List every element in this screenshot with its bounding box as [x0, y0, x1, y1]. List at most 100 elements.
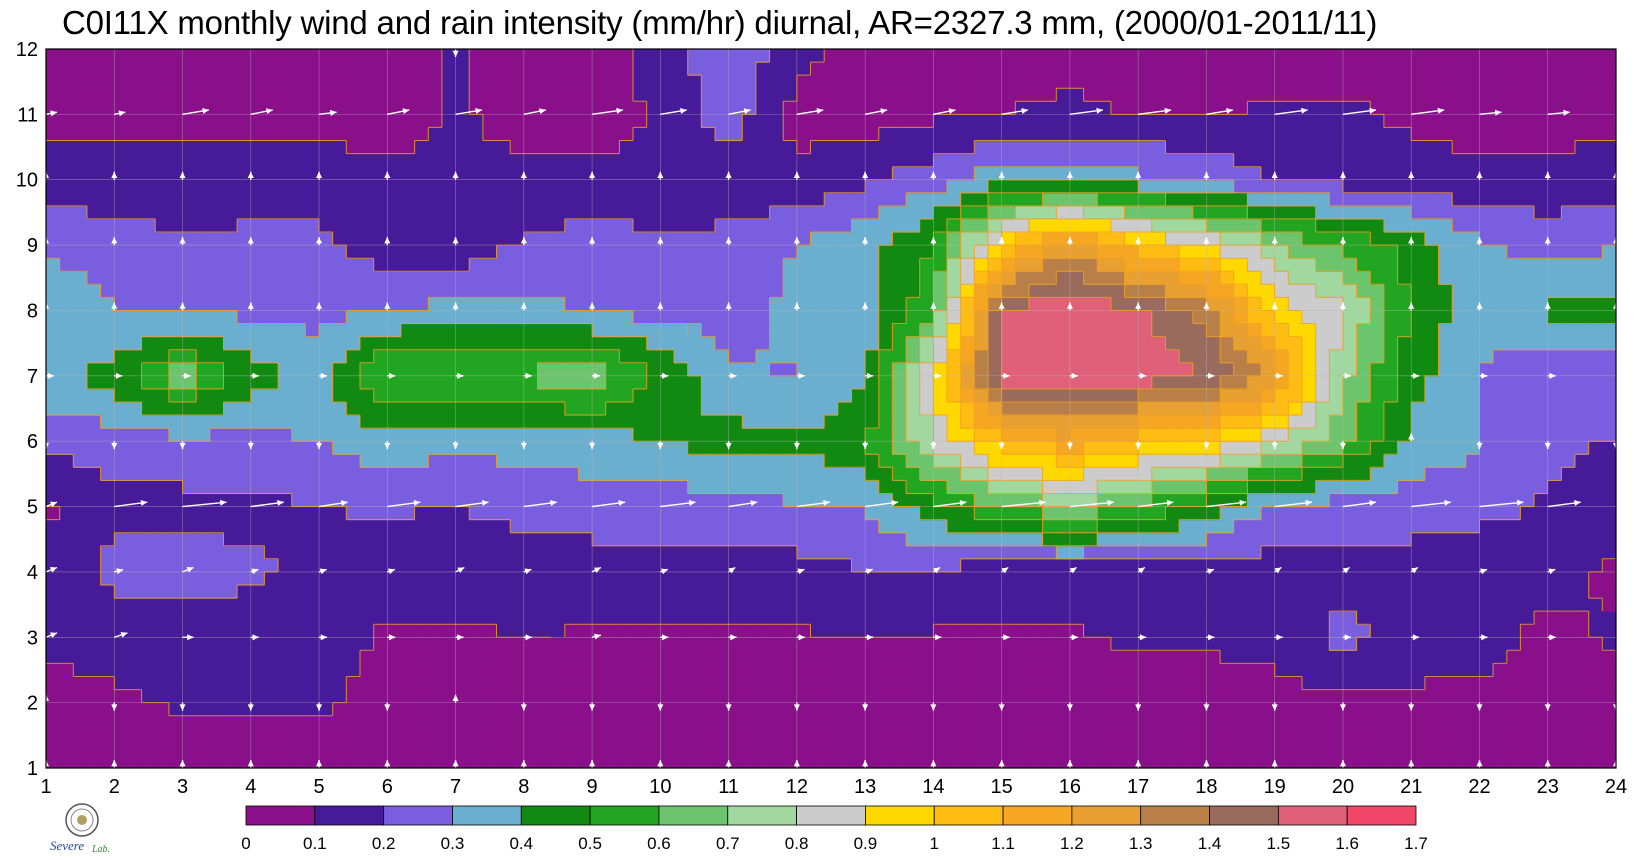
field-cell — [1220, 741, 1235, 756]
field-cell — [100, 271, 115, 285]
field-cell — [988, 741, 1003, 756]
field-cell — [564, 532, 580, 547]
field-cell — [837, 715, 853, 730]
field-cell — [250, 584, 266, 599]
field-cell — [223, 545, 238, 560]
field-cell — [1206, 428, 1221, 442]
field-cell — [1493, 323, 1508, 338]
field-cell — [1151, 362, 1167, 377]
field-cell — [810, 506, 825, 521]
field-cell — [1083, 545, 1098, 560]
field-cell — [1220, 480, 1235, 495]
field-cell — [209, 728, 225, 743]
field-cell — [1452, 245, 1467, 259]
field-cell — [605, 271, 620, 285]
field-cell — [646, 454, 661, 468]
field-cell — [537, 362, 552, 377]
field-cell — [1015, 271, 1030, 285]
field-cell — [824, 637, 839, 651]
field-cell — [400, 323, 416, 338]
field-cell — [1261, 375, 1276, 390]
field-cell — [660, 336, 675, 351]
field-cell — [482, 388, 498, 403]
field-cell — [1383, 362, 1399, 377]
field-cell — [605, 571, 620, 586]
field-cell — [1479, 428, 1494, 442]
field-cell — [1069, 454, 1085, 468]
field-cell — [291, 258, 306, 272]
field-cell — [865, 571, 880, 586]
field-cell — [1438, 205, 1453, 220]
field-cell — [1220, 519, 1235, 534]
field-cell — [1288, 676, 1303, 691]
field-cell — [1493, 284, 1508, 298]
field-cell — [373, 702, 388, 717]
field-cell — [428, 336, 443, 351]
field-cell — [1288, 545, 1303, 560]
field-cell — [46, 702, 61, 717]
field-cell — [182, 349, 197, 364]
field-cell — [1342, 467, 1358, 481]
field-cell — [387, 545, 402, 560]
field-cell — [155, 545, 170, 560]
field-cell — [332, 258, 347, 272]
field-cell — [1056, 349, 1071, 364]
field-cell — [960, 323, 975, 338]
field-cell — [1288, 637, 1303, 651]
field-cell — [250, 519, 266, 534]
field-cell — [1370, 728, 1385, 743]
field-cell — [1261, 480, 1276, 495]
field-cell — [960, 558, 975, 573]
field-cell — [1110, 624, 1126, 638]
field-cell — [237, 310, 252, 325]
field-cell — [400, 558, 416, 573]
field-cell — [1493, 624, 1508, 638]
field-cell — [1424, 637, 1440, 651]
field-cell — [551, 689, 566, 704]
field-cell — [305, 323, 320, 338]
field-cell — [783, 310, 798, 325]
field-cell — [59, 388, 74, 403]
field-cell — [319, 702, 334, 717]
field-cell — [755, 467, 771, 481]
field-cell — [714, 493, 730, 508]
field-cell — [1383, 218, 1399, 233]
field-cell — [1179, 467, 1194, 481]
field-cell — [769, 336, 784, 351]
field-cell — [1097, 336, 1112, 351]
field-cell — [196, 232, 211, 246]
field-cell — [865, 271, 880, 285]
field-cell — [687, 375, 702, 390]
field-cell — [1015, 532, 1030, 547]
field-cell — [523, 493, 539, 508]
field-cell — [1479, 663, 1494, 678]
field-cell — [155, 611, 170, 625]
field-cell — [1110, 349, 1126, 364]
field-cell — [100, 584, 115, 599]
field-cell — [1534, 310, 1549, 325]
field-cell — [155, 258, 170, 272]
field-cell — [319, 349, 334, 364]
field-cell — [1124, 245, 1139, 259]
field-cell — [1028, 362, 1044, 377]
field-cell — [168, 611, 184, 625]
field-cell — [1206, 637, 1221, 651]
field-cell — [482, 205, 498, 220]
field-cell — [223, 637, 238, 651]
field-cell — [237, 532, 252, 547]
field-cell — [1028, 401, 1044, 416]
field-cell — [837, 676, 853, 691]
field-cell — [1479, 598, 1494, 612]
field-cell — [414, 297, 429, 312]
field-cell — [988, 754, 1003, 768]
field-cell — [755, 728, 771, 743]
field-cell — [46, 297, 61, 312]
field-cell — [1315, 506, 1330, 521]
field-cell — [168, 375, 184, 390]
field-cell — [1356, 532, 1371, 547]
field-cell — [824, 323, 839, 338]
field-cell — [933, 650, 948, 665]
field-cell — [319, 637, 334, 651]
field-cell — [974, 754, 989, 768]
field-cell — [455, 454, 470, 468]
